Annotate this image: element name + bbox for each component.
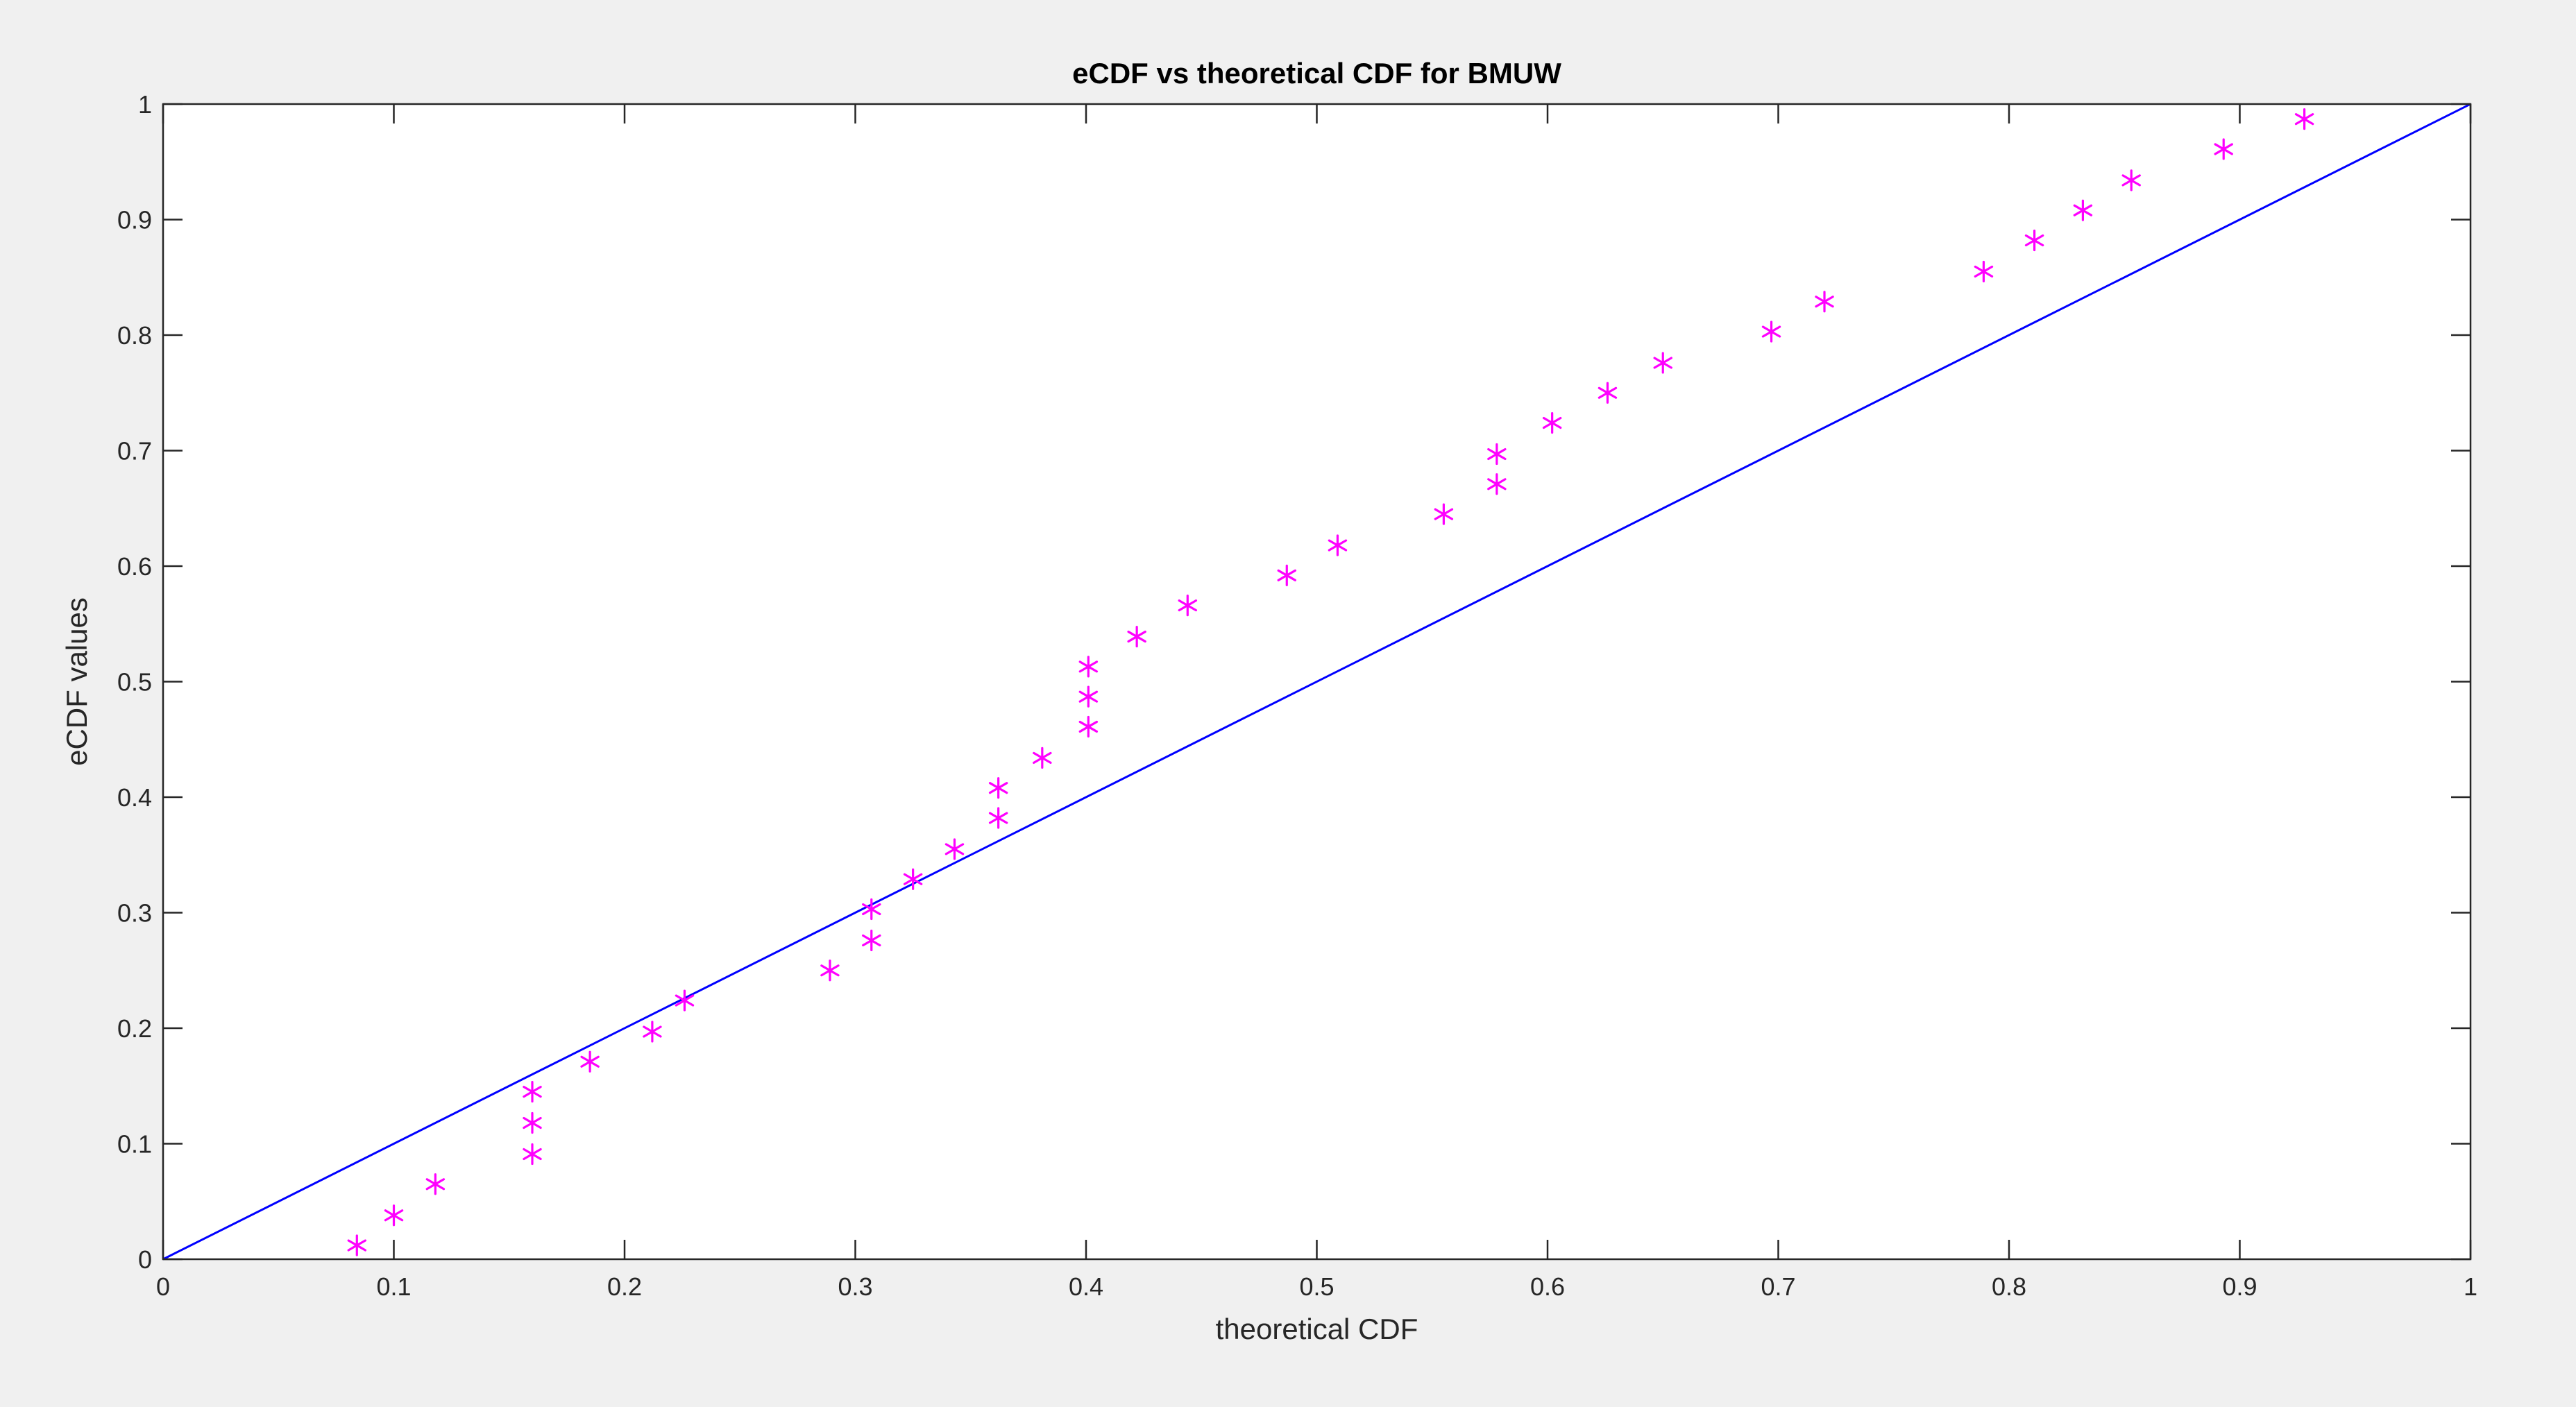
y-tick-label: 0.8 — [117, 321, 152, 350]
x-tick-label: 1 — [2464, 1272, 2477, 1301]
y-tick-label: 1 — [138, 90, 152, 119]
data-point — [523, 1111, 542, 1134]
x-tick-label: 0.1 — [376, 1272, 411, 1301]
data-point — [1078, 715, 1099, 738]
data-point — [2214, 138, 2233, 160]
x-tick-label: 0.6 — [1530, 1272, 1565, 1301]
x-tick-label: 0.9 — [2222, 1272, 2257, 1301]
y-tick-labels: 0 0.1 0.2 0.3 0.4 0.5 0.6 0.7 0.8 0.9 1 — [117, 90, 152, 1274]
data-point — [384, 1204, 404, 1227]
data-point — [1328, 534, 1348, 556]
y-axis-label: eCDF values — [60, 597, 93, 766]
data-point — [2024, 229, 2044, 252]
data-point — [1487, 473, 1507, 495]
data-point — [1078, 656, 1099, 678]
x-tick-label: 0.3 — [838, 1272, 872, 1301]
data-point — [1598, 382, 1618, 404]
y-tick-label: 0.6 — [117, 552, 152, 581]
x-tick-label: 0.7 — [1761, 1272, 1795, 1301]
y-tick-label: 0.5 — [117, 668, 152, 697]
y-tick-label: 0.3 — [117, 899, 152, 928]
data-point — [2073, 199, 2093, 221]
data-point — [903, 868, 923, 890]
data-point — [862, 898, 881, 921]
data-point — [1178, 595, 1198, 617]
data-point — [347, 1234, 367, 1256]
data-point — [643, 1021, 662, 1043]
y-tick-label: 0.7 — [117, 437, 152, 466]
x-tick-label: 0.4 — [1069, 1272, 1103, 1301]
x-axis-label: theoretical CDF — [1216, 1313, 1418, 1345]
data-point — [1815, 291, 1834, 313]
data-point — [1761, 321, 1781, 343]
chart-title: eCDF vs theoretical CDF for BMUW — [1072, 57, 1561, 89]
x-tick-label: 0.5 — [1299, 1272, 1334, 1301]
data-point — [988, 777, 1008, 799]
x-tick-label: 0 — [156, 1272, 170, 1301]
data-point — [862, 929, 881, 952]
data-points — [347, 108, 2314, 1256]
y-tick-label: 0.1 — [117, 1130, 152, 1159]
data-point — [1078, 685, 1099, 708]
reference-line — [162, 103, 2471, 1261]
data-point — [1653, 352, 1672, 374]
data-point — [1033, 747, 1052, 769]
data-point — [523, 1143, 542, 1166]
data-point — [820, 960, 840, 982]
x-tick-labels: 0 0.1 0.2 0.3 0.4 0.5 0.6 0.7 0.8 0.9 1 — [156, 1272, 2477, 1301]
data-point — [580, 1050, 600, 1073]
data-point — [1434, 503, 1454, 525]
data-point — [988, 807, 1008, 829]
y-tick-label: 0.2 — [117, 1014, 152, 1043]
data-point — [1974, 260, 1994, 283]
y-tick-label: 0 — [138, 1245, 152, 1274]
data-point — [1127, 625, 1146, 648]
data-point — [1487, 443, 1507, 466]
axis-ticks — [162, 103, 2472, 1261]
data-point — [944, 838, 965, 860]
data-point — [2121, 169, 2141, 191]
data-point — [425, 1173, 446, 1195]
x-tick-label: 0.8 — [1992, 1272, 2026, 1301]
y-tick-label: 0.4 — [117, 783, 152, 812]
x-tick-label: 0.2 — [607, 1272, 642, 1301]
data-point — [2294, 108, 2314, 130]
data-point — [1542, 411, 1562, 434]
y-tick-label: 0.9 — [117, 206, 152, 235]
data-point — [1277, 564, 1296, 586]
data-point — [523, 1080, 542, 1103]
axes-box — [162, 103, 2472, 1261]
data-point — [675, 989, 695, 1012]
reference-line-group — [162, 103, 2471, 1261]
